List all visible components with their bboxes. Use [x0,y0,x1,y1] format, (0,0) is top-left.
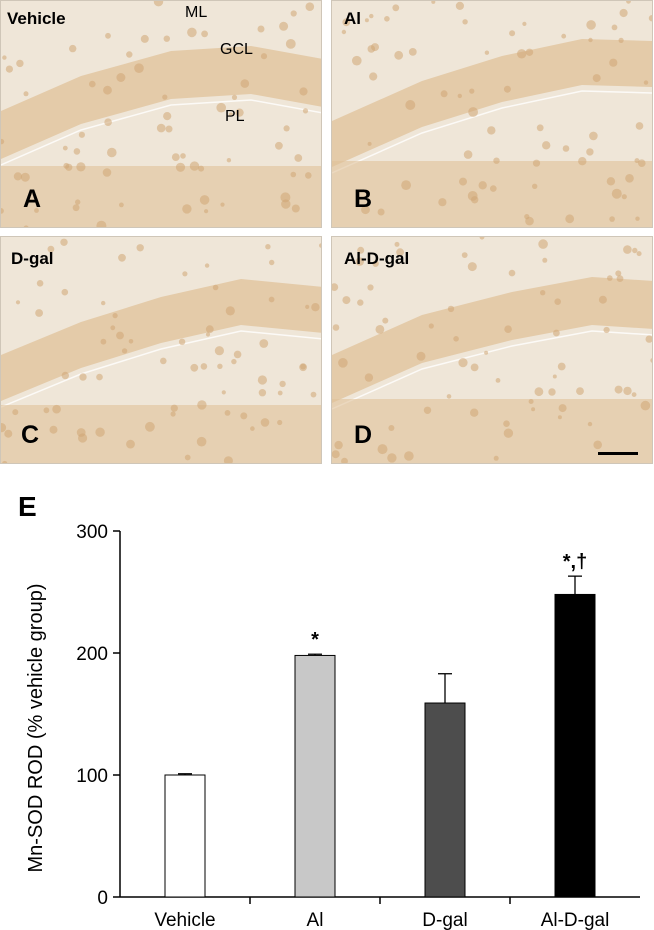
micrograph-panel-c: D-gal C [0,236,322,464]
panel-letter: B [354,185,373,213]
micrograph-panel-a: Vehicle ML GCL PL A [0,0,322,228]
bar-chart: E Mn-SOD ROD (% vehicle group) 0 100 200 30… [18,491,640,930]
region-label-pl: PL [225,108,245,125]
micrograph-panel-d: Al-D-gal D [331,236,653,464]
region-label-gcl: GCL [220,41,253,58]
bar-vehicle [164,774,206,898]
scale-bar [598,452,638,455]
micrograph-image [1,237,321,463]
bar-al-d-gal [554,593,596,898]
x-tick-label: Al-D-gal [541,910,610,930]
panel-letter: C [21,421,40,449]
y-axis-label: Mn-SOD ROD (% vehicle group) [25,584,47,873]
region-label-ml: ML [185,4,208,21]
group-label: Al [344,9,361,28]
significance-marker: * [311,629,319,651]
micrograph-image [332,1,652,227]
y-tick-label: 100 [76,766,108,787]
y-tick-label: 0 [97,888,108,909]
panel-letter: D [354,421,373,449]
y-tick-label: 200 [76,644,108,665]
group-label: Vehicle [7,9,66,28]
group-label: D-gal [11,249,54,268]
x-tick-label: Al [307,910,324,930]
micrograph-panel-b: Al B [331,0,653,228]
panel-letter: A [23,185,42,213]
x-tick-label: Vehicle [154,910,215,930]
significance-marker: *,† [563,551,587,573]
bar-al [294,654,336,898]
micrograph-image [332,237,652,463]
micrograph-image [1,1,321,227]
y-tick-label: 300 [76,522,108,543]
chart-bars: Vehicle * Al D-gal *,† Al-D-gal [154,551,609,930]
bar-d-gal [424,702,466,898]
group-label: Al-D-gal [344,249,410,268]
chart-panel-letter: E [18,491,37,522]
x-tick-label: D-gal [422,910,467,930]
chart-axes: 0 100 200 300 [76,522,640,909]
